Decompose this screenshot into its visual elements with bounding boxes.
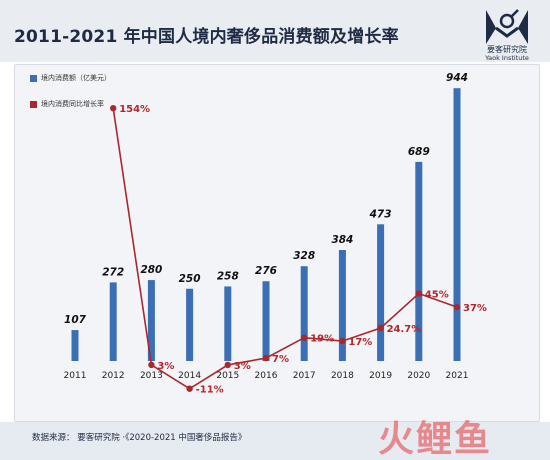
growth-line [112,108,458,390]
growth-value-label-2013: 3% [157,361,174,372]
growth-point-2013 [148,361,155,369]
bar-2016 [262,281,270,361]
growth-point-2019 [377,324,384,332]
growth-point-2012 [110,105,117,112]
growth-point-2018 [339,337,346,345]
growth-value-label-2021: 37% [463,303,487,314]
logo-english-name: Yaok Institute [485,54,529,62]
bar-value-label-2018: 384 [331,234,353,246]
bar-2011 [71,330,79,361]
growth-value-label-2015: 3% [234,361,251,372]
bar-2017 [300,266,308,361]
x-tick-label-2014: 2014 [178,371,201,381]
growth-point-2014 [186,385,193,392]
legend-label-amount: 境内消费额（亿美元） [41,74,111,82]
growth-point-2017 [301,334,308,341]
bar-value-label-2011: 107 [64,314,87,326]
growth-value-label-2012: 154% [119,104,150,115]
header-band [0,0,550,62]
bar-value-label-2015: 258 [217,270,239,282]
x-tick-label-2015: 2015 [216,371,239,381]
growth-value-label-2014: -11% [196,385,224,396]
growth-value-label-2020: 45% [425,290,449,301]
x-tick-label-2020: 2020 [407,371,430,381]
legend-item-growth: 境内消费同比增长率 [30,96,111,112]
footer-band [0,422,550,460]
bar-2012 [109,282,117,361]
bar-value-label-2019: 473 [369,208,392,220]
bar-value-label-2017: 328 [293,250,315,262]
bar-2014 [186,288,194,361]
bar-value-label-2020: 689 [408,146,430,158]
x-tick-label-2021: 2021 [446,371,469,381]
bar-value-label-2013: 280 [140,264,162,276]
bar-2021 [453,88,461,362]
legend-item-amount: 境内消费额（亿美元） [30,70,111,86]
logo-name: 要客研究院 [487,45,527,54]
growth-value-label-2019: 24.7% [387,324,422,335]
x-tick-label-2019: 2019 [369,371,392,381]
x-tick-label-2011: 2011 [64,371,87,381]
logo-icon [486,9,528,44]
bar-value-label-2012: 272 [102,266,124,278]
x-tick-label-2017: 2017 [293,371,316,381]
data-source: 数据来源： 要客研究院 ·《2020-2021 中国奢侈品报告》 [32,433,247,443]
bar-value-label-2021: 944 [446,72,468,84]
legend-swatch-growth [30,100,37,108]
growth-value-label-2017: 19% [310,334,334,345]
bar-2018 [338,250,346,361]
bar-2019 [377,224,385,361]
plot-panel [14,64,540,422]
growth-point-2016 [262,354,270,362]
growth-point-2015 [224,361,231,369]
chart-legend: 境内消费额（亿美元） 境内消费同比增长率 [30,70,111,122]
growth-point-2020 [415,290,422,297]
growth-value-label-2016: 7% [272,354,289,365]
chart-title: 2011-2021 年中国人境内奢侈品消费额及增长率 [14,27,399,47]
x-tick-label-2012: 2012 [102,371,125,381]
x-tick-label-2018: 2018 [331,371,354,381]
bar-2013 [147,280,155,361]
legend-label-growth: 境内消费同比增长率 [41,100,104,108]
bar-value-label-2016: 276 [255,265,277,277]
bar-2015 [224,286,232,361]
watermark-logo: 火鲤鱼 [378,419,493,460]
growth-value-label-2018: 17% [348,337,372,348]
x-tick-label-2016: 2016 [255,371,278,381]
legend-swatch-amount [30,74,37,82]
bar-2020 [415,161,423,361]
growth-point-2021 [453,303,461,311]
bar-value-label-2014: 250 [179,273,201,285]
x-tick-label-2013: 2013 [140,371,163,381]
